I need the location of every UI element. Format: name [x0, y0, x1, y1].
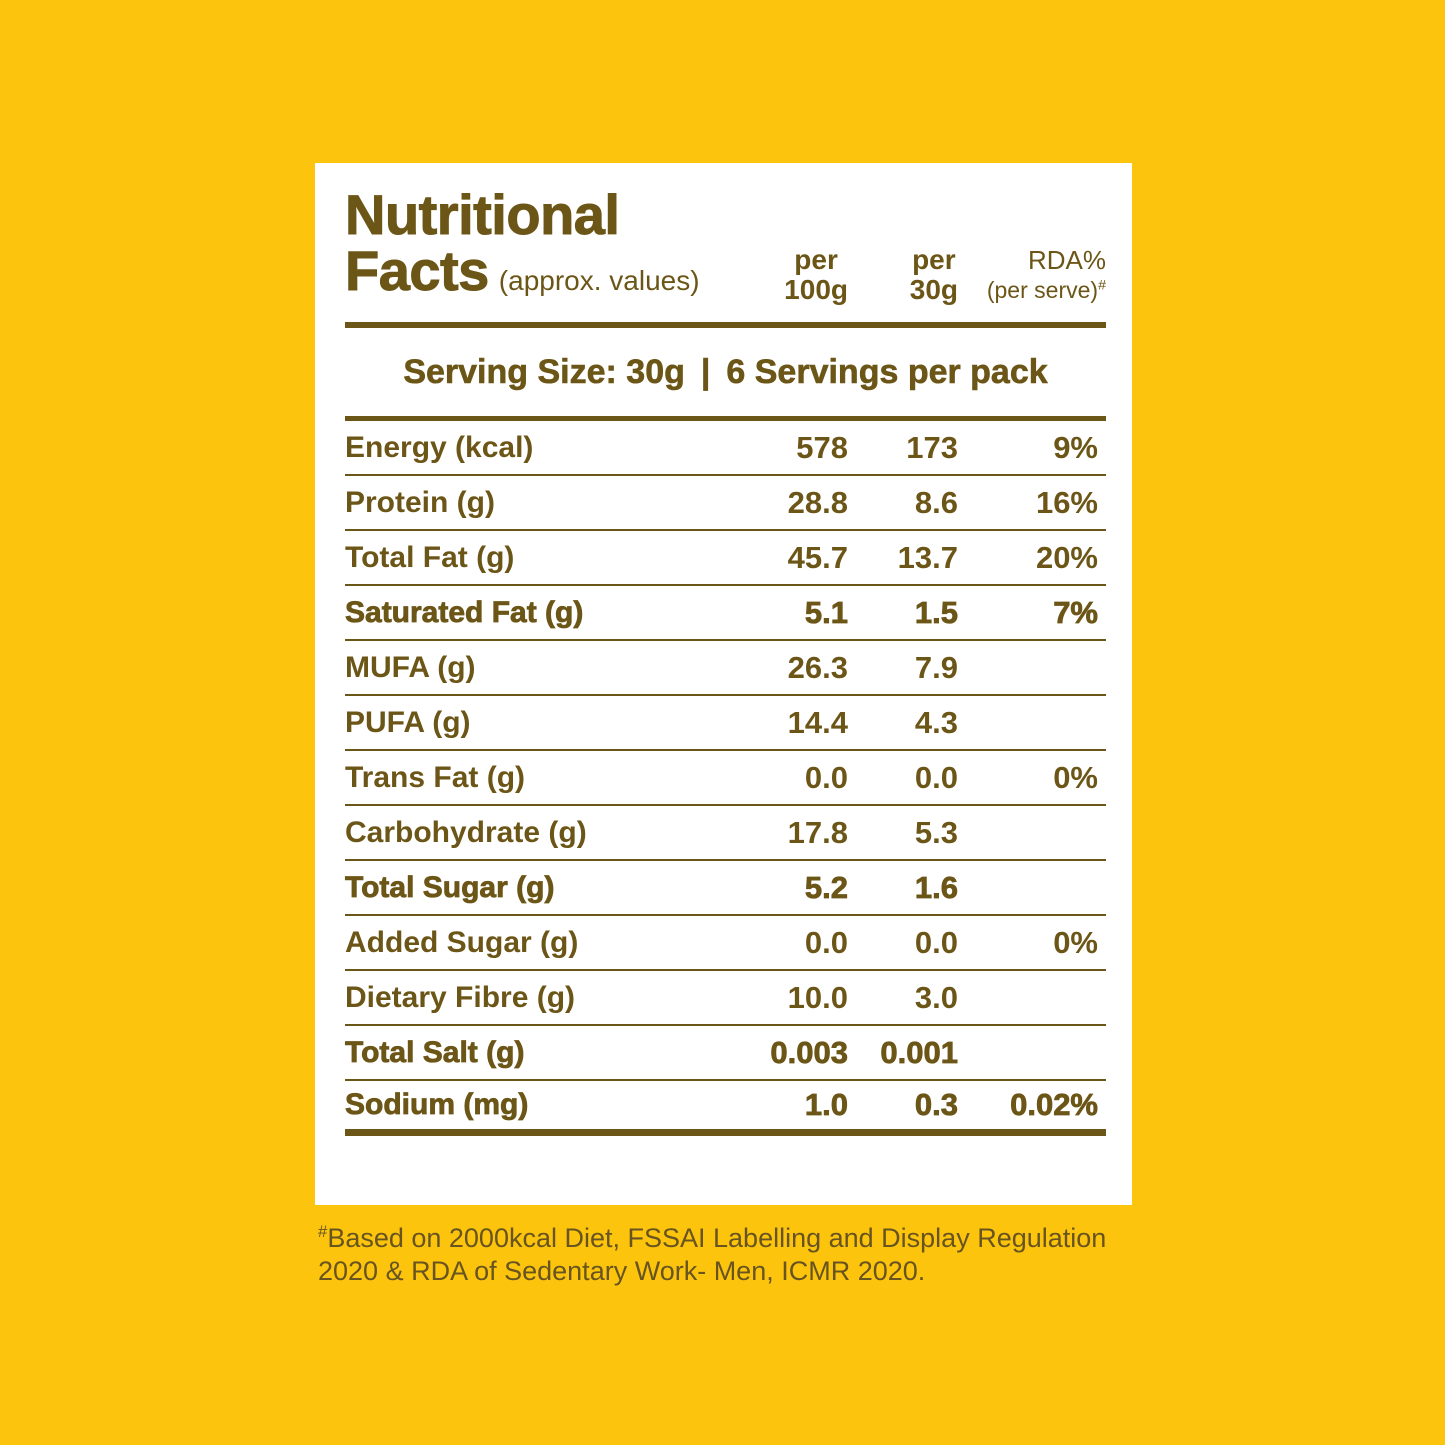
- value-per-100g: 5.1: [804, 594, 848, 630]
- value-per-30g: 0.3: [914, 1087, 958, 1123]
- nutrient-label: Total Salt (g): [345, 1035, 525, 1069]
- value-per-30g: 4.3: [914, 704, 958, 740]
- value-per-100g: 45.7: [787, 539, 848, 575]
- title-facts: Facts: [345, 239, 490, 302]
- value-per-100g: 578: [796, 429, 848, 465]
- nutrient-row-saturated-fat: Saturated Fat (g) 5.1 1.5 7%: [345, 586, 1106, 641]
- footnote-marker-ref: #: [1098, 277, 1106, 294]
- title-line2: Facts (approx. values): [345, 242, 738, 309]
- value-per-100g: 0.0: [804, 759, 848, 795]
- value-rda: 0%: [1053, 924, 1098, 960]
- value-per-100g: 5.2: [804, 869, 848, 905]
- value-per-100g: 0.0: [804, 924, 848, 960]
- value-per-30g: 8.6: [914, 484, 958, 520]
- value-per-30g: 173: [906, 429, 958, 465]
- title-block: Nutritional Facts (approx. values): [345, 183, 738, 309]
- nutrient-row-sodium: Sodium (mg) 1.0 0.3 0.02%: [345, 1081, 1106, 1136]
- nutrient-label: MUFA (g): [345, 650, 476, 684]
- nutrient-row-added-sugar: Added Sugar (g) 0.0 0.0 0%: [345, 916, 1106, 971]
- value-per-30g: 1.5: [914, 594, 958, 630]
- nutrient-label: Sodium (mg): [345, 1088, 529, 1122]
- value-rda: 0%: [1053, 759, 1098, 795]
- nutrient-label: Protein (g): [345, 485, 495, 519]
- value-per-100g: 26.3: [787, 649, 848, 685]
- value-rda: 9%: [1053, 429, 1098, 465]
- nutrient-table: Energy (kcal) 578 173 9% Protein (g) 28.…: [345, 421, 1106, 1136]
- nutrient-row-dietary-fibre: Dietary Fibre (g) 10.0 3.0: [345, 971, 1106, 1026]
- nutrient-row-total-fat: Total Fat (g) 45.7 13.7 20%: [345, 531, 1106, 586]
- value-per-30g: 0.0: [914, 924, 958, 960]
- value-per-100g: 1.0: [804, 1087, 848, 1123]
- value-per-100g: 0.003: [770, 1034, 848, 1070]
- rda-label: RDA%: [1027, 245, 1106, 275]
- value-per-30g: 13.7: [897, 539, 958, 575]
- nutrient-label: Saturated Fat (g): [345, 595, 584, 629]
- header: Nutritional Facts (approx. values) per 10…: [345, 183, 1106, 328]
- column-header-rda: RDA% (per serve)#: [958, 245, 1106, 309]
- nutrient-label: PUFA (g): [345, 705, 471, 739]
- per-label: per: [794, 244, 838, 275]
- per-serve-label: (per serve)#: [986, 277, 1106, 303]
- footnote-text: Based on 2000kcal Diet, FSSAI Labelling …: [318, 1223, 1107, 1286]
- nutrient-label: Trans Fat (g): [345, 760, 526, 794]
- value-per-30g: 1.6: [914, 869, 958, 905]
- footnote-marker: #: [318, 1222, 328, 1241]
- serving-info: Serving Size: 30g | 6 Servings per pack: [345, 328, 1106, 421]
- serving-divider: |: [700, 352, 711, 391]
- value-rda: 16%: [1035, 484, 1098, 520]
- nutrient-row-pufa: PUFA (g) 14.4 4.3: [345, 696, 1106, 751]
- amount-label: 100g: [784, 274, 848, 305]
- per-label: per: [912, 244, 956, 275]
- nutrient-label: Total Sugar (g): [345, 870, 555, 904]
- nutrient-row-trans-fat: Trans Fat (g) 0.0 0.0 0%: [345, 751, 1106, 806]
- title-line1: Nutritional: [345, 183, 621, 246]
- value-per-30g: 0.0: [914, 759, 958, 795]
- nutrient-row-total-salt: Total Salt (g) 0.003 0.001: [345, 1026, 1106, 1081]
- nutrient-row-total-sugar: Total Sugar (g) 5.2 1.6: [345, 861, 1106, 916]
- value-per-30g: 7.9: [914, 649, 958, 685]
- value-rda: 7%: [1053, 594, 1099, 630]
- amount-label: 30g: [909, 274, 958, 305]
- nutrient-label: Dietary Fibre (g): [345, 980, 576, 1014]
- value-rda: 20%: [1035, 539, 1098, 575]
- footnote: #Based on 2000kcal Diet, FSSAI Labelling…: [318, 1222, 1118, 1288]
- servings-per-pack: 6 Servings per pack: [726, 352, 1048, 391]
- value-per-30g: 3.0: [914, 979, 958, 1015]
- nutrient-row-mufa: MUFA (g) 26.3 7.9: [345, 641, 1106, 696]
- value-per-30g: 5.3: [914, 814, 958, 850]
- nutrient-label: Energy (kcal): [345, 430, 534, 464]
- value-per-30g: 0.001: [880, 1034, 958, 1070]
- nutrient-label: Carbohydrate (g): [345, 815, 587, 849]
- nutrient-row-energy: Energy (kcal) 578 173 9%: [345, 421, 1106, 476]
- nutrient-label: Total Fat (g): [345, 540, 515, 574]
- value-per-100g: 17.8: [787, 814, 848, 850]
- nutrition-facts-card: Nutritional Facts (approx. values) per 10…: [315, 163, 1132, 1205]
- value-per-100g: 28.8: [787, 484, 848, 520]
- column-header-per-100g: per 100g: [738, 245, 848, 309]
- nutrient-row-protein: Protein (g) 28.8 8.6 16%: [345, 476, 1106, 531]
- nutrient-row-carbohydrate: Carbohydrate (g) 17.8 5.3: [345, 806, 1106, 861]
- value-rda: 0.02%: [1010, 1087, 1099, 1123]
- title-note: (approx. values): [498, 265, 700, 296]
- column-header-per-30g: per 30g: [848, 245, 958, 309]
- value-per-100g: 14.4: [787, 704, 848, 740]
- value-per-100g: 10.0: [787, 979, 848, 1015]
- serving-size: Serving Size: 30g: [403, 352, 685, 391]
- nutrient-label: Added Sugar (g): [345, 925, 579, 959]
